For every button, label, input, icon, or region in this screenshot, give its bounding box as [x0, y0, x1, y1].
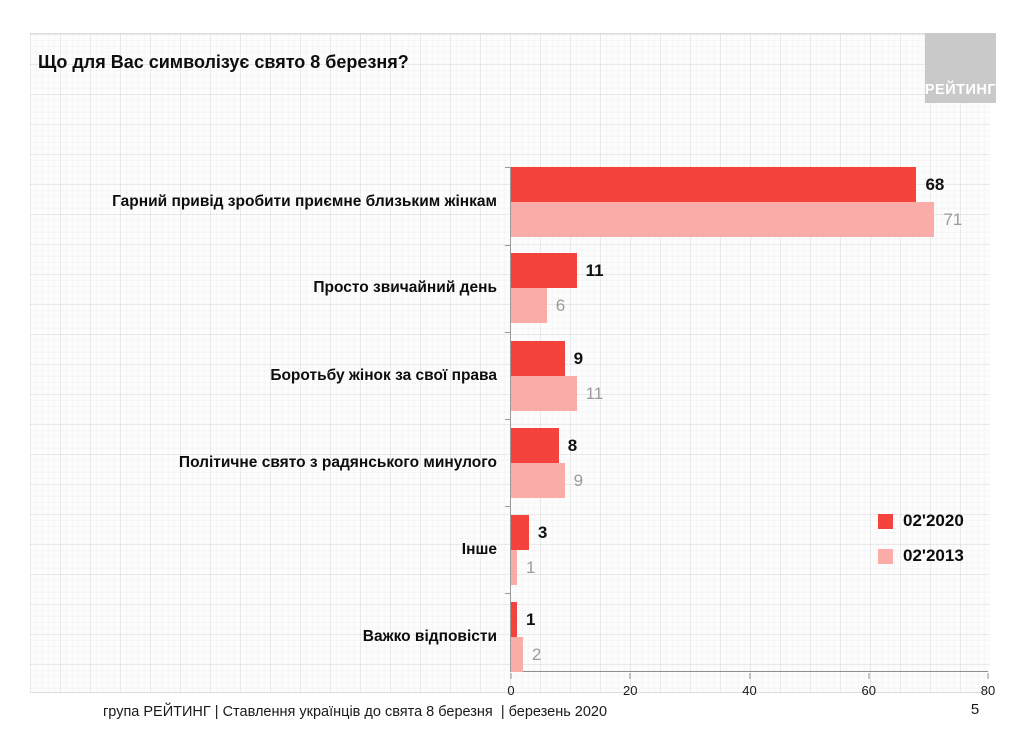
- y-axis-tick: [505, 167, 510, 168]
- value-label-2013-cat2: 6: [555, 296, 566, 315]
- bar-2020-cat6: 1: [511, 602, 535, 637]
- chart-title: Що для Вас символізує свято 8 березня?: [38, 52, 409, 72]
- bar-2020-cat4: 8: [511, 428, 577, 463]
- value-label-2013-cat1: 71: [943, 210, 963, 229]
- x-axis-tick-label: 80: [980, 683, 996, 698]
- value-label-2013-cat5: 1: [525, 558, 536, 577]
- value-label-2020-cat3: 9: [573, 349, 584, 368]
- legend-item-2013: 02'2013: [878, 546, 964, 566]
- value-label-2013-cat6: 2: [531, 645, 542, 664]
- category-label-5: Інше: [461, 541, 497, 558]
- bar-2013-cat5: 1: [511, 550, 535, 585]
- x-axis-tick-label: 40: [742, 683, 757, 698]
- bar-2013-cat1: 71: [511, 202, 962, 237]
- category-label-1: Гарний привід зробити приємне близьким ж…: [112, 193, 497, 210]
- value-label-2020-cat4: 8: [567, 436, 578, 455]
- y-axis-tick: [505, 332, 510, 333]
- x-axis-tick-label: 60: [861, 683, 876, 698]
- category-label-2: Просто звичайний день: [313, 279, 497, 296]
- y-axis-tick: [505, 593, 510, 594]
- value-label-2013-cat3: 11: [585, 384, 604, 403]
- category-label-3: Боротьбу жінок за свої права: [270, 367, 497, 384]
- x-axis-tick: [868, 673, 870, 679]
- y-axis-tick: [505, 506, 510, 507]
- legend: 02'2020 02'2013: [878, 511, 964, 581]
- legend-item-2020: 02'2020: [878, 511, 964, 531]
- legend-label-2020: 02'2020: [903, 511, 964, 530]
- legend-swatch-2013: [878, 548, 893, 564]
- x-axis-tick: [510, 673, 512, 679]
- page-number: 5: [970, 701, 980, 718]
- rating-logo-text: РЕЙТИНГ: [924, 82, 997, 98]
- bar-2020-cat2: 11: [511, 253, 604, 288]
- x-axis-tick: [629, 673, 631, 679]
- bar-2020-cat1: 68: [511, 167, 944, 202]
- category-label-4: Політичне свято з радянського минулого: [178, 454, 497, 471]
- value-label-2020-cat1: 68: [925, 175, 945, 194]
- value-label-2020-cat6: 1: [525, 610, 536, 629]
- x-axis-tick: [749, 673, 750, 679]
- rating-group-logo: РЕЙТИНГ: [925, 33, 996, 103]
- legend-label-2013: 02'2013: [903, 546, 964, 565]
- value-label-2013-cat4: 9: [573, 471, 584, 490]
- y-axis-tick: [505, 245, 510, 246]
- bar-2020-cat3: 9: [511, 341, 583, 376]
- x-axis-tick-label: 20: [623, 683, 638, 698]
- bar-2013-cat6: 2: [511, 637, 541, 672]
- x-axis-tick-label: 0: [507, 683, 515, 698]
- bar-2013-cat4: 9: [511, 463, 583, 498]
- legend-swatch-2020: [878, 513, 893, 529]
- bar-2013-cat3: 11: [511, 376, 603, 411]
- bar-2013-cat2: 6: [511, 288, 565, 323]
- value-label-2020-cat5: 3: [537, 523, 548, 542]
- category-label-6: Важко відповісти: [362, 628, 497, 645]
- bar-2020-cat5: 3: [511, 515, 547, 550]
- source-footer: група РЕЙТИНГ | Ставлення українців до с…: [103, 704, 608, 720]
- y-axis-tick: [505, 419, 510, 420]
- plot-area: 68 71 11 6 9 11 8 9 3 1 1 2 0 20 40 60 80: [505, 167, 995, 698]
- x-axis-tick: [987, 673, 989, 679]
- value-label-2020-cat2: 11: [585, 261, 604, 280]
- category-labels: Гарний привід зробити приємне близьким ж…: [30, 167, 497, 672]
